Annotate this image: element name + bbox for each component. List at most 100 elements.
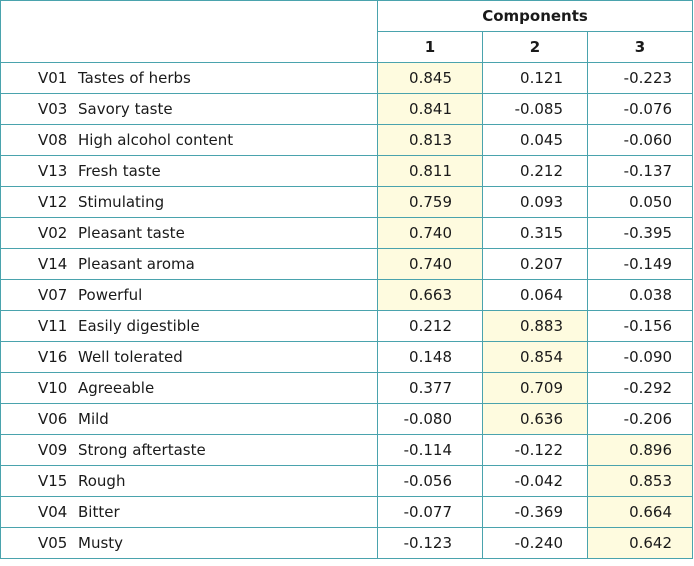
table-row: V03 Savory taste 0.841 -0.085 -0.076 [0,93,694,125]
table-row: V05 Musty -0.123 -0.240 0.642 [0,527,694,559]
loading-cell-component-1: 0.740 [377,248,483,280]
loading-cell-component-2: 0.636 [482,403,588,435]
table-row: V12 Stimulating 0.759 0.093 0.050 [0,186,694,218]
variable-code: V06 [38,410,68,428]
variable-name: Pleasant taste [78,224,185,242]
variable-name: Rough [78,472,126,490]
loading-cell-component-1: -0.080 [377,403,483,435]
loading-cell-component-2: 0.883 [482,310,588,342]
variable-name: Fresh taste [78,162,161,180]
header-blank-cell [0,0,378,63]
table-row: V10 Agreeable 0.377 0.709 -0.292 [0,372,694,404]
loading-cell-component-2: 0.064 [482,279,588,311]
loading-cell-component-1: 0.148 [377,341,483,373]
variable-name: High alcohol content [78,131,234,149]
loading-cell-component-2: -0.369 [482,496,588,528]
loading-cell-component-2: -0.085 [482,93,588,125]
loading-cell-component-1: -0.077 [377,496,483,528]
loading-cell-component-1: -0.114 [377,434,483,466]
loading-cell-component-2: 0.045 [482,124,588,156]
column-header-2: 2 [482,31,588,63]
column-header-1: 1 [377,31,483,63]
variable-code: V13 [38,162,68,180]
table-row: V08 High alcohol content 0.813 0.045 -0.060 [0,124,694,156]
table-row: V09 Strong aftertaste -0.114 -0.122 0.896 [0,434,694,466]
components-group-header: Components [377,0,694,32]
loading-cell-component-1: 0.759 [377,186,483,218]
variable-label-cell: V15 Rough [0,465,378,497]
column-header-3: 3 [587,31,694,63]
table-row: V02 Pleasant taste 0.740 0.315 -0.395 [0,217,694,249]
loading-cell-component-2: -0.042 [482,465,588,497]
table-row: V15 Rough -0.056 -0.042 0.853 [0,465,694,497]
variable-code: V03 [38,100,68,118]
table-row: V16 Well tolerated 0.148 0.854 -0.090 [0,341,694,373]
loading-cell-component-2: 0.315 [482,217,588,249]
loading-cell-component-1: 0.813 [377,124,483,156]
variable-name: Musty [78,534,124,552]
variable-name: Tastes of herbs [78,69,191,87]
loading-cell-component-1: 0.377 [377,372,483,404]
variable-label-cell: V11 Easily digestible [0,310,378,342]
loading-cell-component-1: -0.123 [377,527,483,559]
variable-label-cell: V13 Fresh taste [0,155,378,187]
variable-code: V12 [38,193,68,211]
loading-cell-component-3: -0.206 [587,403,694,435]
variable-label-cell: V07 Powerful [0,279,378,311]
variable-code: V01 [38,69,68,87]
variable-code: V08 [38,131,68,149]
loading-cell-component-3: -0.137 [587,155,694,187]
variable-label-cell: V06 Mild [0,403,378,435]
variable-label-cell: V14 Pleasant aroma [0,248,378,280]
loading-cell-component-2: -0.122 [482,434,588,466]
variable-code: V07 [38,286,68,304]
variable-label-cell: V12 Stimulating [0,186,378,218]
variable-name: Stimulating [78,193,165,211]
loading-cell-component-1: 0.845 [377,62,483,94]
variable-label-cell: V16 Well tolerated [0,341,378,373]
loading-cell-component-2: 0.121 [482,62,588,94]
table-row: V04 Bitter -0.077 -0.369 0.664 [0,496,694,528]
variable-code: V14 [38,255,68,273]
variable-name: Powerful [78,286,143,304]
variable-name: Strong aftertaste [78,441,206,459]
loading-cell-component-3: -0.292 [587,372,694,404]
loading-cell-component-2: 0.709 [482,372,588,404]
variable-label-cell: V10 Agreeable [0,372,378,404]
variable-label-cell: V05 Musty [0,527,378,559]
variable-name: Pleasant aroma [78,255,195,273]
variable-name: Mild [78,410,109,428]
loading-cell-component-1: -0.056 [377,465,483,497]
loading-cell-component-3: 0.896 [587,434,694,466]
loading-cell-component-3: 0.038 [587,279,694,311]
loading-cell-component-3: -0.060 [587,124,694,156]
table-row: V07 Powerful 0.663 0.064 0.038 [0,279,694,311]
variable-label-cell: V04 Bitter [0,496,378,528]
variable-code: V15 [38,472,68,490]
variable-name: Easily digestible [78,317,200,335]
variable-code: V11 [38,317,68,335]
variable-code: V16 [38,348,68,366]
loading-cell-component-3: -0.090 [587,341,694,373]
table-body: V01 Tastes of herbs 0.845 0.121 -0.223 V03 Sav… [0,62,694,559]
loading-cell-component-3: -0.223 [587,62,694,94]
loading-cell-component-1: 0.740 [377,217,483,249]
loading-cell-component-2: -0.240 [482,527,588,559]
variable-label-cell: V03 Savory taste [0,93,378,125]
loading-cell-component-3: -0.156 [587,310,694,342]
variable-code: V09 [38,441,68,459]
header-row-columns: 1 2 3 [1,31,694,63]
variable-code: V05 [38,534,68,552]
loading-cell-component-3: -0.149 [587,248,694,280]
loading-cell-component-3: -0.395 [587,217,694,249]
table-row: V14 Pleasant aroma 0.740 0.207 -0.149 [0,248,694,280]
loading-cell-component-1: 0.663 [377,279,483,311]
variable-name: Savory taste [78,100,173,118]
table-row: V06 Mild -0.080 0.636 -0.206 [0,403,694,435]
loading-cell-component-3: 0.664 [587,496,694,528]
loading-cell-component-2: 0.854 [482,341,588,373]
loading-cell-component-1: 0.212 [377,310,483,342]
loading-cell-component-3: -0.076 [587,93,694,125]
